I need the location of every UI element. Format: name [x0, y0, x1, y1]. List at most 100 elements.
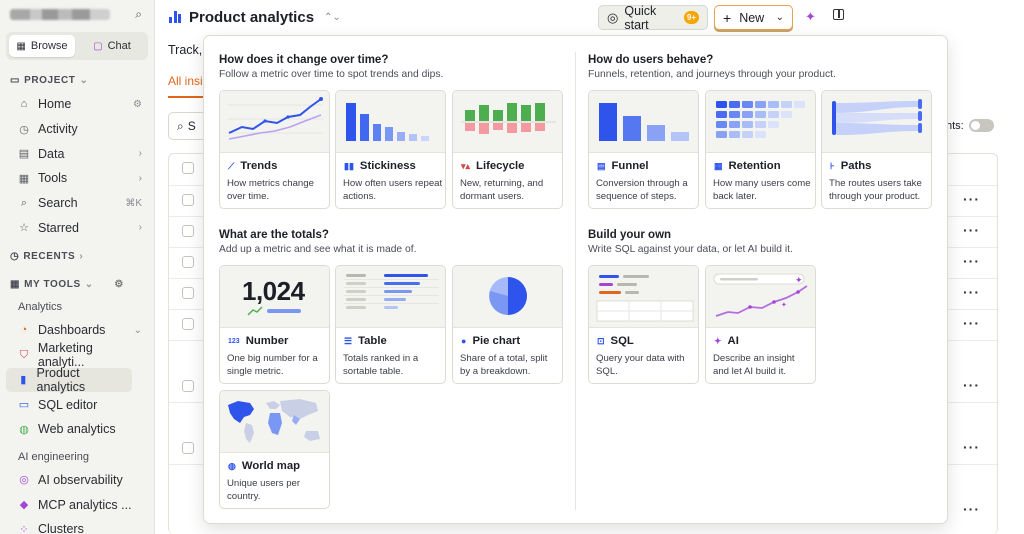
pie-preview [453, 266, 562, 328]
sidebar-item-trail: ⚙ [133, 98, 142, 110]
tab-underline [168, 96, 204, 98]
star-icon: ☆ [19, 222, 29, 235]
search-input[interactable]: ⌕ S [168, 112, 208, 140]
retention-preview [706, 91, 815, 153]
bar-chart-icon: ▮ [20, 374, 27, 387]
funnel-icon: ▤ [597, 160, 606, 171]
page-description: Track, [168, 43, 203, 57]
section-subtitle-over-time: Follow a metric over time to spot trends… [219, 69, 444, 80]
more-options-icon[interactable]: ··· [963, 439, 980, 455]
row-checkbox[interactable] [182, 194, 194, 206]
page-title: Product analytics [189, 8, 315, 26]
org-switcher[interactable]: ⌕ [0, 0, 154, 28]
sidebar-item-mcp-analytics[interactable]: ◆ MCP analytics ... [0, 492, 154, 517]
card-pie-chart[interactable]: ● Pie chart Share of a total, split by a … [452, 265, 563, 384]
retention-cell [768, 111, 779, 118]
retention-cell [716, 121, 727, 128]
more-options-icon[interactable]: ··· [963, 284, 980, 300]
quick-start-button[interactable]: ◎ Quick start 9+ [598, 4, 708, 32]
new-button[interactable]: + New ⌄ [714, 5, 793, 30]
gear-icon[interactable]: ⚙ [114, 278, 124, 290]
sidebar-item-clusters[interactable]: ⁘ Clusters [0, 517, 154, 534]
sidebar-item-label: AI observability [38, 472, 123, 487]
section-project[interactable]: ▭ PROJECT ⌄ [10, 74, 89, 86]
card-funnel[interactable]: ▤ Funnel Conversion through a sequence of… [588, 90, 699, 209]
sql-icon: ▭ [18, 399, 30, 412]
more-options-icon[interactable]: ··· [963, 191, 980, 207]
group-analytics: Analytics [18, 301, 63, 314]
more-options-icon[interactable]: ··· [963, 501, 980, 517]
search-icon[interactable]: ⌕ [135, 6, 142, 21]
sidebar-item-activity[interactable]: ◷ Activity [0, 117, 154, 142]
tab-chat[interactable]: ▢ Chat [93, 40, 131, 52]
mcp-icon: ◆ [19, 499, 29, 512]
retention-cell [742, 111, 753, 118]
grid-icon: ▦ [16, 40, 26, 52]
section-my-tools[interactable]: ▦ MY TOOLS ⌄ ⚙ [10, 278, 124, 290]
globe-icon: ◍ [19, 423, 29, 436]
card-world-map[interactable]: ◍ World map Unique users per country. [219, 390, 330, 509]
card-sql[interactable]: ⊡ SQL Query your data with SQL. [588, 265, 699, 384]
row-checkbox[interactable] [182, 318, 194, 330]
tab-browse[interactable]: ▦ Browse [9, 35, 75, 57]
more-options-icon[interactable]: ··· [963, 377, 980, 393]
sidebar-item-trail: › [138, 148, 142, 160]
more-options-icon[interactable]: ··· [963, 222, 980, 238]
section-recents[interactable]: ◷ RECENTS › [10, 250, 84, 262]
card-lifecycle[interactable]: ▾▴ Lifecycle New, returning, and dormant … [452, 90, 563, 209]
top-header: Product analytics ⌃⌄ [155, 0, 1024, 34]
more-options-icon[interactable]: ··· [963, 253, 980, 269]
clusters-icon: ⁘ [19, 523, 29, 534]
sidebar-item-trail: ⌘K [125, 197, 142, 209]
sidebar-item-web-analytics[interactable]: ◍ Web analytics [0, 417, 154, 442]
row-checkbox[interactable] [182, 162, 194, 174]
sidebar-item-home[interactable]: ⌂ Home ⚙ [0, 92, 154, 117]
sidebar-item-ai-observability[interactable]: ◎ AI observability [0, 468, 154, 493]
retention-cell [755, 101, 766, 108]
chevron-up-down-icon[interactable]: ⌃⌄ [324, 11, 341, 23]
section-subtitle-behave: Funnels, retention, and journeys through… [588, 69, 836, 80]
tab-all-insights[interactable]: All insi [168, 74, 203, 88]
paths-icon: ⊦ [830, 160, 835, 171]
sidebar-item-sql-editor[interactable]: ▭ SQL editor [0, 392, 154, 417]
sidebar-item-label: Marketing analyti... [37, 341, 93, 370]
sidebar-item-starred[interactable]: ☆ Starred › [0, 215, 154, 240]
sidebar-item-product-analytics[interactable]: ▮ Product analytics [6, 366, 132, 394]
sidebar-item-label: Starred [38, 220, 79, 235]
more-options-icon[interactable]: ··· [963, 315, 980, 331]
card-paths[interactable]: ⊦ Paths The routes users take through you… [821, 90, 932, 209]
retention-cell [768, 101, 779, 108]
sidebar-item-marketing-analyti[interactable]: ⛉ Marketing analyti... [0, 341, 154, 370]
section-subtitle-totals: Add up a metric and see what it is made … [219, 244, 417, 255]
row-checkbox[interactable] [182, 256, 194, 268]
row-checkbox[interactable] [182, 225, 194, 237]
clock-icon: ◷ [10, 250, 20, 262]
row-checkbox[interactable] [182, 380, 194, 392]
card-number[interactable]: 1,024 123 Number One big number for a sin… [219, 265, 330, 384]
ai-preview: ✦ ✦ [706, 266, 815, 328]
tools-icon: ▦ [10, 278, 21, 290]
row-checkbox[interactable] [182, 287, 194, 299]
group-ai-engineering: AI engineering [18, 450, 89, 463]
card-trends[interactable]: ⟋ Trends How metrics change over time. [219, 90, 330, 209]
row-checkbox[interactable] [182, 442, 194, 454]
retention-cell [716, 111, 727, 118]
trends-preview [220, 91, 329, 153]
home-icon: ⌂ [20, 98, 28, 111]
card-table[interactable]: ☰ Table Totals ranked in a sortable table… [335, 265, 446, 384]
sidebar-item-dashboards[interactable]: ◔ Dashboards ⌄ [0, 318, 154, 343]
card-retention[interactable]: ▦ Retention How many users come back late… [705, 90, 816, 209]
sidebar-item-tools[interactable]: ▦ Tools › [0, 166, 154, 191]
sparkle-icon[interactable]: ✦ [805, 9, 816, 24]
sidebar-item-label: Tools [38, 171, 68, 186]
lifecycle-icon: ▾▴ [461, 160, 471, 171]
funnel-preview [589, 91, 698, 153]
sidebar-item-search[interactable]: ⌕ Search ⌘K [0, 191, 154, 216]
sidebar-item-data[interactable]: ▤ Data › [0, 141, 154, 166]
card-ai[interactable]: ✦ ✦ ✦ AI Describe an insight and let AI b… [705, 265, 816, 384]
sidebar-item-label: Web analytics [38, 422, 116, 437]
toggle-switch[interactable] [969, 119, 994, 132]
side-panel-icon[interactable] [833, 9, 844, 20]
card-stickiness[interactable]: ▮▮ Stickiness How often users repeat acti… [335, 90, 446, 209]
plus-icon: + [723, 9, 732, 26]
